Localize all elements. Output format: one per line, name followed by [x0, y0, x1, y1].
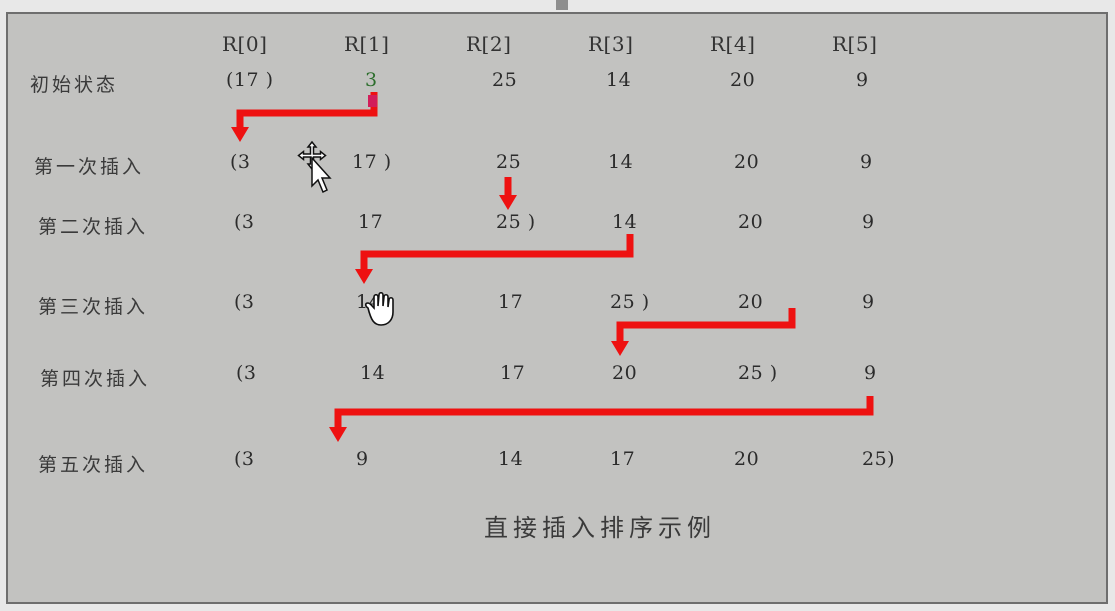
- slide-panel: [6, 12, 1108, 604]
- cell-r2-c0: (3: [234, 211, 255, 233]
- arrow-insert-4: [616, 308, 796, 342]
- cell-r1-c2: 25: [496, 151, 522, 173]
- arrow-insert-1: [236, 92, 378, 128]
- cell-r0-c3: 14: [606, 69, 632, 91]
- cell-r4-c3: 20: [612, 362, 638, 384]
- cell-r4-c4: 25 ): [738, 362, 778, 384]
- column-header-r0: R[0]: [222, 32, 268, 56]
- row-label-insert-5: 第五次插入: [38, 454, 149, 476]
- cell-r0-c5: 9: [856, 69, 869, 91]
- diagram-caption: 直接插入排序示例: [484, 514, 716, 542]
- cell-r5-c2: 14: [498, 448, 524, 470]
- cell-r4-c5: 9: [864, 362, 877, 384]
- cell-r3-c3: 25 ): [610, 291, 650, 313]
- cell-r4-c0: (3: [236, 362, 257, 384]
- column-header-r2: R[2]: [466, 32, 512, 56]
- cell-r1-c0: (3: [230, 151, 251, 173]
- row-label-initial: 初始状态: [30, 74, 119, 96]
- cell-r5-c5: 25): [862, 448, 896, 470]
- cell-r4-c1: 14: [360, 362, 386, 384]
- column-header-r1: R[1]: [344, 32, 390, 56]
- window-grip: [556, 0, 568, 10]
- column-header-r3: R[3]: [588, 32, 634, 56]
- row-label-insert-2: 第二次插入: [38, 216, 149, 238]
- cell-r5-c4: 20: [734, 448, 760, 470]
- arrowhead-4: [611, 341, 629, 356]
- source-marker: [368, 95, 377, 107]
- cell-r5-c1: 9: [356, 448, 369, 470]
- cell-r3-c0: (3: [234, 291, 255, 313]
- move-cursor-icon: [297, 140, 332, 194]
- cell-r2-c1: 17: [358, 211, 384, 233]
- column-header-r5: R[5]: [832, 32, 878, 56]
- arrow-insert-5: [334, 396, 874, 428]
- cell-r0-c2: 25: [492, 69, 518, 91]
- cell-r0-c4: 20: [730, 69, 756, 91]
- row-label-insert-1: 第一次插入: [34, 156, 145, 178]
- cell-r3-c4: 20: [738, 291, 764, 313]
- row-label-insert-4: 第四次插入: [40, 368, 151, 390]
- cell-r3-c5: 9: [862, 291, 875, 313]
- cell-r5-c3: 17: [610, 448, 636, 470]
- arrowhead-2: [499, 195, 517, 210]
- cell-r5-c0: (3: [234, 448, 255, 470]
- row-label-insert-3: 第三次插入: [38, 296, 149, 318]
- cell-r2-c4: 20: [738, 211, 764, 233]
- cell-r1-c3: 14: [608, 151, 634, 173]
- arrowhead-1: [231, 127, 249, 142]
- cell-r2-c2: 25 ): [496, 211, 536, 233]
- cell-r2-c3: 14: [612, 211, 638, 233]
- cell-r3-c2: 17: [498, 291, 524, 313]
- arrowhead-5: [329, 427, 347, 442]
- cell-r4-c2: 17: [500, 362, 526, 384]
- cell-r2-c5: 9: [862, 211, 875, 233]
- arrow-insert-3: [360, 234, 634, 270]
- cell-r1-c1: 17 ): [352, 151, 392, 173]
- arrowhead-3: [355, 269, 373, 284]
- cell-r1-c5: 9: [860, 151, 873, 173]
- column-header-r4: R[4]: [710, 32, 756, 56]
- hand-cursor-icon: [364, 292, 394, 326]
- cell-r0-c1: 3: [365, 69, 378, 91]
- cell-r0-c0: (17 ): [226, 69, 274, 91]
- cell-r1-c4: 20: [734, 151, 760, 173]
